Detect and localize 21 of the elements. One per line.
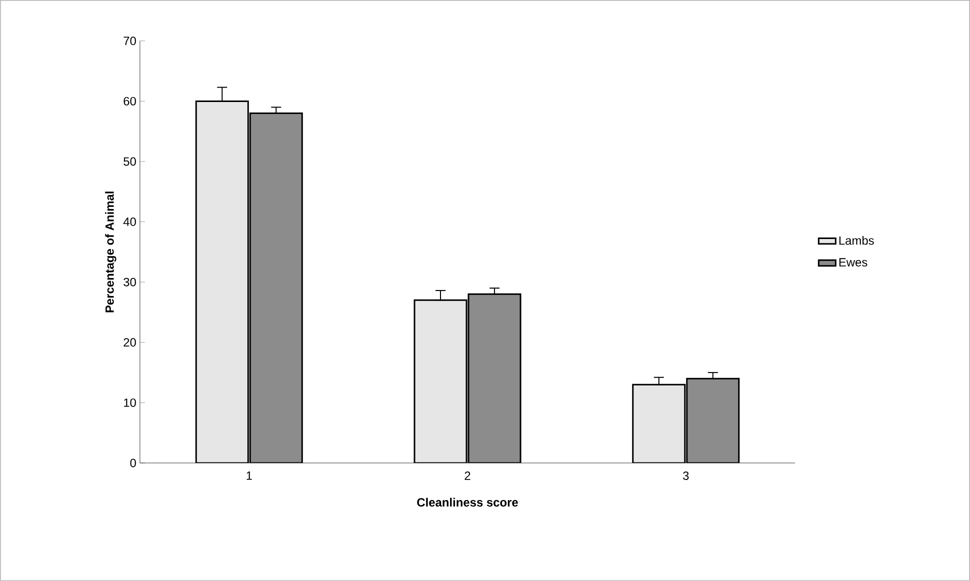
y-tick-label: 10 bbox=[124, 398, 136, 407]
bar bbox=[249, 112, 303, 464]
x-tick-label: 3 bbox=[683, 472, 689, 480]
y-tick-label: 20 bbox=[124, 338, 136, 347]
y-tick-label: 50 bbox=[124, 157, 136, 166]
y-tick-label: 70 bbox=[124, 36, 136, 46]
y-tick-label: 40 bbox=[123, 218, 136, 226]
bar bbox=[468, 293, 522, 464]
x-tick-label: 2 bbox=[464, 472, 470, 480]
y-tick-label: 0 bbox=[130, 458, 136, 468]
legend-label: Lambs bbox=[839, 236, 874, 245]
bar bbox=[632, 384, 686, 464]
y-tick-label: 30 bbox=[124, 278, 136, 286]
x-tick-label: 1 bbox=[246, 472, 252, 480]
y-axis-title: Percentage of Animal bbox=[105, 192, 116, 312]
y-tick-label: 60 bbox=[124, 97, 136, 106]
bar bbox=[414, 299, 468, 464]
legend-label: Ewes bbox=[839, 258, 868, 267]
x-axis-title: Cleanliness score bbox=[417, 498, 518, 507]
bar bbox=[686, 378, 740, 464]
bar bbox=[195, 100, 249, 464]
